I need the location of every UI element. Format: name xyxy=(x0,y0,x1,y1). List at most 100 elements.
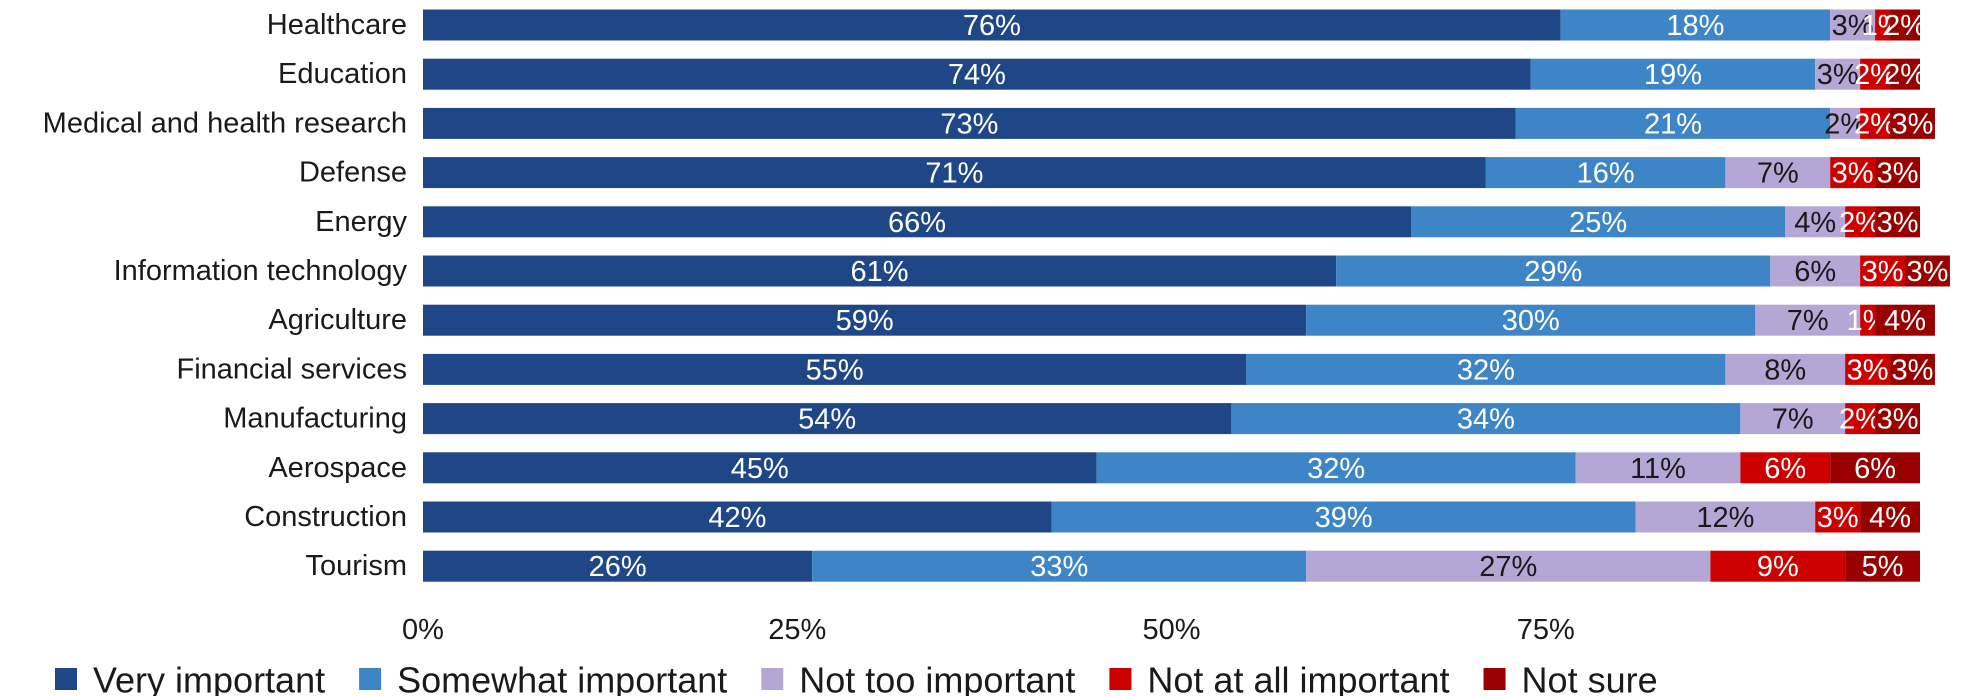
bar-manufacturing-not-sure xyxy=(1875,403,1920,435)
data-label-defense-not-at-all-important: 3% xyxy=(1832,158,1874,190)
data-label-energy-not-sure: 3% xyxy=(1877,207,1919,239)
data-label-information-technology-very-important: 61% xyxy=(851,256,909,288)
bar-financial-services-not-too-important xyxy=(1725,353,1846,385)
bar-financial-services-not-at-all-important xyxy=(1845,353,1891,385)
bar-information-technology-very-important xyxy=(423,255,1337,287)
data-label-medical-and-health-research-not-sure: 3% xyxy=(1892,108,1934,140)
data-label-construction-not-at-all-important: 3% xyxy=(1817,502,1859,534)
bar-energy-not-at-all-important xyxy=(1845,206,1876,238)
category-label-tourism: Tourism xyxy=(305,550,407,582)
category-label-education: Education xyxy=(278,58,407,90)
legend-item-not-too-important: Not too important xyxy=(761,660,1075,696)
data-label-energy-not-at-all-important: 2% xyxy=(1839,207,1881,239)
bar-defense-very-important xyxy=(423,157,1486,189)
data-label-medical-and-health-research-somewhat-important: 21% xyxy=(1644,108,1702,140)
bar-aerospace-very-important xyxy=(423,452,1097,484)
bar-information-technology-not-at-all-important xyxy=(1860,255,1906,287)
bar-energy-somewhat-important xyxy=(1411,206,1786,238)
bar-healthcare-not-at-all-important xyxy=(1875,9,1891,41)
data-label-construction-not-too-important: 12% xyxy=(1696,502,1754,534)
bar-agriculture-not-sure xyxy=(1875,304,1935,336)
x-tick-label: 75% xyxy=(1517,614,1575,646)
legend-label: Not sure xyxy=(1522,660,1658,696)
bar-medical-and-health-research-not-at-all-important xyxy=(1860,107,1891,139)
bar-financial-services-not-sure xyxy=(1890,353,1935,385)
bar-information-technology-somewhat-important xyxy=(1336,255,1771,287)
category-label-agriculture: Agriculture xyxy=(268,304,407,336)
bar-medical-and-health-research-not-sure xyxy=(1890,107,1935,139)
bar-medical-and-health-research-not-too-important xyxy=(1830,107,1861,139)
data-label-education-not-at-all-important: 2% xyxy=(1854,59,1896,91)
bar-education-somewhat-important xyxy=(1530,58,1816,90)
bar-defense-somewhat-important xyxy=(1485,157,1726,189)
legend-label: Somewhat important xyxy=(397,660,727,696)
data-label-financial-services-not-too-important: 8% xyxy=(1764,354,1806,386)
bar-medical-and-health-research-somewhat-important xyxy=(1515,107,1831,139)
data-label-manufacturing-not-sure: 3% xyxy=(1877,404,1919,436)
bar-medical-and-health-research-very-important xyxy=(423,107,1516,139)
bar-construction-not-at-all-important xyxy=(1815,501,1861,533)
bar-construction-somewhat-important xyxy=(1051,501,1636,533)
bar-education-not-sure xyxy=(1890,58,1920,90)
bar-energy-not-sure xyxy=(1875,206,1920,238)
bar-manufacturing-not-too-important xyxy=(1740,403,1846,435)
category-label-aerospace: Aerospace xyxy=(268,452,407,484)
category-label-energy: Energy xyxy=(315,206,407,238)
legend-swatch xyxy=(359,668,382,690)
legend-label: Very important xyxy=(93,660,325,696)
bar-energy-not-too-important xyxy=(1785,206,1846,238)
data-label-manufacturing-not-too-important: 7% xyxy=(1772,404,1814,436)
legend-item-not-at-all-important: Not at all important xyxy=(1109,660,1450,696)
category-label-construction: Construction xyxy=(244,501,407,533)
legend-swatch xyxy=(1109,668,1132,690)
bar-construction-not-too-important xyxy=(1635,501,1816,533)
data-label-financial-services-not-sure: 3% xyxy=(1892,354,1934,386)
data-label-agriculture-very-important: 59% xyxy=(836,305,894,337)
data-label-agriculture-not-sure: 4% xyxy=(1884,305,1926,337)
data-label-medical-and-health-research-not-at-all-important: 2% xyxy=(1854,108,1896,140)
bar-manufacturing-not-at-all-important xyxy=(1845,403,1876,435)
bar-defense-not-sure xyxy=(1875,157,1920,189)
data-label-financial-services-not-at-all-important: 3% xyxy=(1847,354,1889,386)
bar-healthcare-very-important xyxy=(423,9,1561,41)
bar-education-very-important xyxy=(423,58,1531,90)
bar-defense-not-too-important xyxy=(1725,157,1831,189)
data-label-healthcare-not-sure: 2% xyxy=(1884,10,1926,42)
data-label-information-technology-somewhat-important: 29% xyxy=(1524,256,1582,288)
data-label-construction-very-important: 42% xyxy=(708,502,766,534)
category-label-medical-and-health-research: Medical and health research xyxy=(43,107,407,139)
bar-manufacturing-somewhat-important xyxy=(1231,403,1741,435)
bar-tourism-very-important xyxy=(423,550,813,582)
bar-information-technology-not-sure xyxy=(1905,255,1950,287)
bar-education-not-too-important xyxy=(1815,58,1861,90)
bar-aerospace-not-at-all-important xyxy=(1740,452,1831,484)
data-label-financial-services-somewhat-important: 32% xyxy=(1457,354,1515,386)
data-label-defense-somewhat-important: 16% xyxy=(1577,158,1635,190)
bar-construction-not-sure xyxy=(1860,501,1920,533)
bar-defense-not-at-all-important xyxy=(1830,157,1876,189)
data-label-medical-and-health-research-not-too-important: 2% xyxy=(1824,108,1866,140)
data-label-education-not-too-important: 3% xyxy=(1817,59,1859,91)
bar-agriculture-very-important xyxy=(423,304,1307,336)
legend-label: Not at all important xyxy=(1147,660,1449,696)
bar-agriculture-not-too-important xyxy=(1755,304,1861,336)
data-label-tourism-not-at-all-important: 9% xyxy=(1757,551,1799,583)
bar-education-not-at-all-important xyxy=(1860,58,1891,90)
bar-information-technology-not-too-important xyxy=(1770,255,1861,287)
legend-item-not-sure: Not sure xyxy=(1483,660,1658,696)
data-label-energy-not-too-important: 4% xyxy=(1794,207,1836,239)
bar-tourism-not-sure xyxy=(1845,550,1920,582)
data-label-manufacturing-somewhat-important: 34% xyxy=(1457,404,1515,436)
data-label-defense-not-sure: 3% xyxy=(1877,158,1919,190)
bar-manufacturing-very-important xyxy=(423,403,1232,435)
x-tick-label: 25% xyxy=(768,614,826,646)
data-label-healthcare-not-too-important: 3% xyxy=(1832,10,1874,42)
x-tick-label: 50% xyxy=(1142,614,1200,646)
data-label-aerospace-somewhat-important: 32% xyxy=(1307,453,1365,485)
data-label-agriculture-somewhat-important: 30% xyxy=(1502,305,1560,337)
bar-agriculture-not-at-all-important xyxy=(1860,304,1876,336)
data-label-education-very-important: 74% xyxy=(948,59,1006,91)
bar-aerospace-not-too-important xyxy=(1575,452,1741,484)
category-labels: Healthcare Education Medical and health re… xyxy=(43,9,408,582)
data-label-education-not-sure: 2% xyxy=(1884,59,1926,91)
